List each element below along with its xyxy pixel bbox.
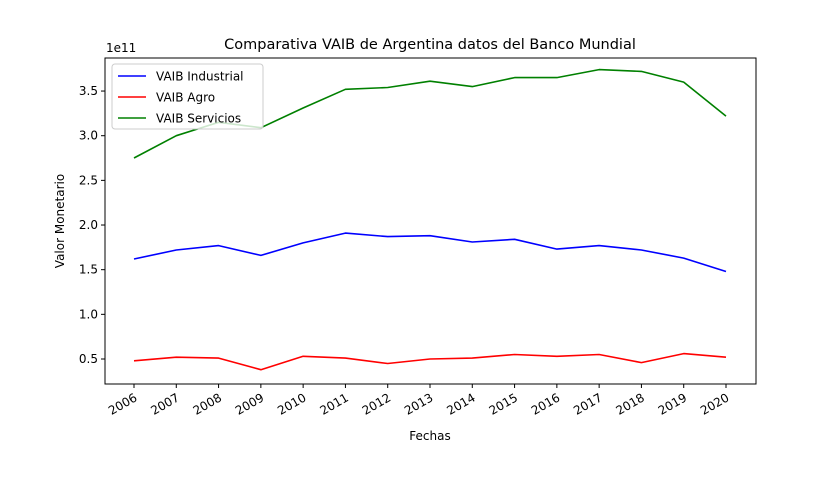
y-tick-label: 3.0 [79, 129, 98, 143]
x-tick-label: 2019 [656, 390, 689, 417]
x-tick-label: 2012 [360, 390, 393, 417]
x-tick-label: 2009 [233, 390, 266, 417]
x-tick-label: 2006 [106, 390, 139, 417]
x-tick-label: 2010 [275, 390, 308, 417]
y-tick-label: 0.5 [79, 352, 98, 366]
x-tick-label: 2007 [148, 390, 181, 417]
chart-title: Comparativa VAIB de Argentina datos del … [224, 37, 636, 53]
y-tick-label: 2.0 [79, 218, 98, 232]
legend-label: VAIB Industrial [156, 70, 244, 84]
legend-box [111, 63, 264, 130]
x-tick-label: 2014 [444, 390, 477, 417]
x-tick-label: 2017 [571, 390, 604, 417]
x-tick-label: 2018 [613, 390, 646, 417]
x-axis-label: Fechas [409, 429, 450, 443]
legend-label: VAIB Agro [156, 91, 215, 105]
x-tick-label: 2020 [698, 390, 731, 417]
y-tick-label: 1.5 [79, 263, 98, 277]
legend: VAIB Industrial VAIB Agro VAIB Servicios [111, 63, 264, 130]
y-offset-label: 1e11 [106, 41, 136, 55]
y-tick-label: 2.5 [79, 173, 98, 187]
y-tick-label: 1.0 [79, 307, 98, 321]
x-axis: 2006 2007 2008 2009 2010 2011 2012 2013 2014 2015… [106, 384, 732, 418]
y-axis-label: Valor Monetario [53, 174, 67, 268]
y-tick-label: 3.5 [79, 84, 98, 98]
x-tick-label: 2008 [191, 390, 224, 417]
x-tick-label: 2013 [402, 390, 435, 417]
series-line-vaib-agro [133, 352, 727, 371]
x-tick-label: 2016 [529, 390, 562, 417]
x-tick-label: 2015 [487, 390, 520, 417]
y-axis: 0.5 1.0 1.5 2.0 2.5 3.0 3.5 [79, 84, 105, 366]
legend-label: VAIB Servicios [156, 112, 241, 126]
x-tick-label: 2011 [317, 390, 350, 417]
series-line-vaib-industrial [133, 232, 727, 273]
